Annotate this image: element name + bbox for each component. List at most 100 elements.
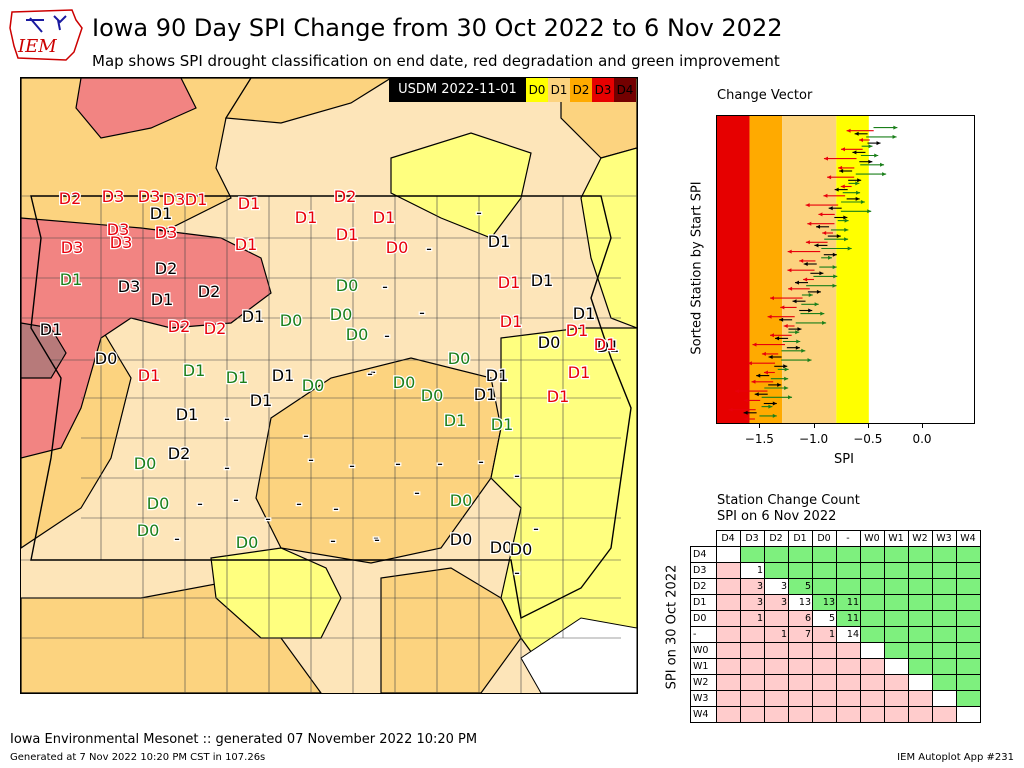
- station-label: D1: [40, 320, 63, 339]
- change-arrow-head: [807, 358, 812, 363]
- count-cell: [836, 658, 861, 675]
- station-label: -: [414, 483, 420, 502]
- count-cell: [956, 610, 981, 627]
- station-label: D0: [386, 238, 409, 257]
- count-cell: [788, 658, 813, 675]
- station-label: D0: [448, 349, 471, 368]
- count-cell: [716, 626, 741, 643]
- station-label: -: [349, 456, 355, 475]
- xtick-mark: [867, 423, 869, 428]
- count-cell: [740, 690, 765, 707]
- count-cell: [740, 626, 765, 643]
- change-arrow-head: [775, 336, 780, 341]
- change-arrow-head: [814, 302, 819, 307]
- row-header: D2: [690, 578, 717, 595]
- state-border: [30, 195, 632, 620]
- change-arrow-head: [797, 327, 802, 332]
- count-cell: [860, 546, 885, 563]
- change-arrow-head: [828, 255, 833, 260]
- count-cell: [956, 562, 981, 579]
- d1-region-north: [224, 78, 393, 124]
- count-cell: [764, 562, 789, 579]
- change-arrow-head: [867, 209, 872, 214]
- station-label: D0: [538, 333, 561, 352]
- count-cell: [764, 690, 789, 707]
- table-corner: [690, 530, 717, 547]
- count-cell: [788, 642, 813, 659]
- column-header: W4: [956, 530, 981, 547]
- change-arrow-head: [747, 361, 752, 366]
- change-arrow-head: [772, 413, 777, 418]
- count-cell: [884, 578, 909, 595]
- change-arrow-head: [839, 169, 844, 173]
- count-cell: [908, 578, 933, 595]
- change-arrow-head: [799, 258, 804, 263]
- station-label: D0: [134, 454, 157, 473]
- footer-app: IEM Autoplot App #231: [897, 752, 1014, 763]
- page-title: Iowa 90 Day SPI Change from 30 Oct 2022 …: [92, 14, 783, 42]
- count-cell: 3: [740, 594, 765, 611]
- station-label: D0: [393, 373, 416, 392]
- station-label: D1: [491, 415, 514, 434]
- station-label: D1: [597, 337, 620, 356]
- count-cell: [860, 562, 885, 579]
- station-label: -: [233, 490, 239, 509]
- change-arrow-head: [803, 277, 808, 282]
- change-arrow-head: [858, 138, 863, 142]
- change-arrow-head: [743, 398, 748, 403]
- count-cell: [956, 642, 981, 659]
- usdm-legend-d3: D3: [592, 78, 614, 102]
- row-header: W1: [690, 658, 717, 675]
- change-arrow-head: [868, 159, 873, 164]
- count-cell: [764, 610, 789, 627]
- count-cell: [932, 690, 957, 707]
- change-arrow-head: [787, 249, 792, 254]
- count-cell: [956, 674, 981, 691]
- station-change-ylabel: SPI on 30 Oct 2022: [664, 564, 680, 690]
- station-label: D1: [250, 391, 273, 410]
- count-cell: 1: [764, 626, 789, 643]
- count-cell: [956, 626, 981, 643]
- change-arrow-head: [828, 206, 833, 211]
- count-cell: [932, 674, 957, 691]
- change-arrow-head: [874, 153, 879, 158]
- change-arrow-head: [840, 184, 845, 189]
- station-label: D2: [198, 282, 221, 301]
- change-arrow-head: [783, 324, 788, 328]
- station-label: -: [333, 499, 339, 518]
- station-label: D1: [500, 312, 523, 331]
- count-cell: [764, 546, 789, 563]
- station-label: -: [197, 494, 203, 513]
- change-arrow-head: [751, 379, 756, 384]
- station-label: D0: [95, 349, 118, 368]
- station-label: -: [303, 426, 309, 445]
- change-arrow-head: [892, 134, 897, 139]
- count-cell: [716, 658, 741, 675]
- station-label: -: [437, 454, 443, 473]
- station-label: -: [373, 528, 379, 547]
- column-header: -: [836, 530, 861, 547]
- station-label: D1: [176, 405, 199, 424]
- count-cell: [860, 578, 885, 595]
- count-cell: [788, 690, 813, 707]
- station-label: -: [514, 466, 520, 485]
- count-cell: [716, 562, 741, 579]
- row-header: D0: [690, 610, 717, 627]
- station-label: -: [308, 450, 314, 469]
- count-cell: [836, 674, 861, 691]
- station-label: D0: [137, 521, 160, 540]
- station-label: -: [296, 494, 302, 513]
- change-arrow-head: [734, 389, 739, 394]
- count-cell: [932, 706, 957, 723]
- change-arrow-head: [823, 156, 828, 161]
- count-cell: [740, 658, 765, 675]
- station-label: D1: [594, 335, 617, 354]
- table-row: -1 7 1 14: [690, 626, 981, 643]
- count-cell: [884, 658, 909, 675]
- station-label: D3: [110, 233, 133, 252]
- station-label: D1: [183, 361, 206, 380]
- station-label: D1: [547, 387, 570, 406]
- station-label: D1: [150, 204, 173, 223]
- change-arrow-head: [832, 265, 837, 270]
